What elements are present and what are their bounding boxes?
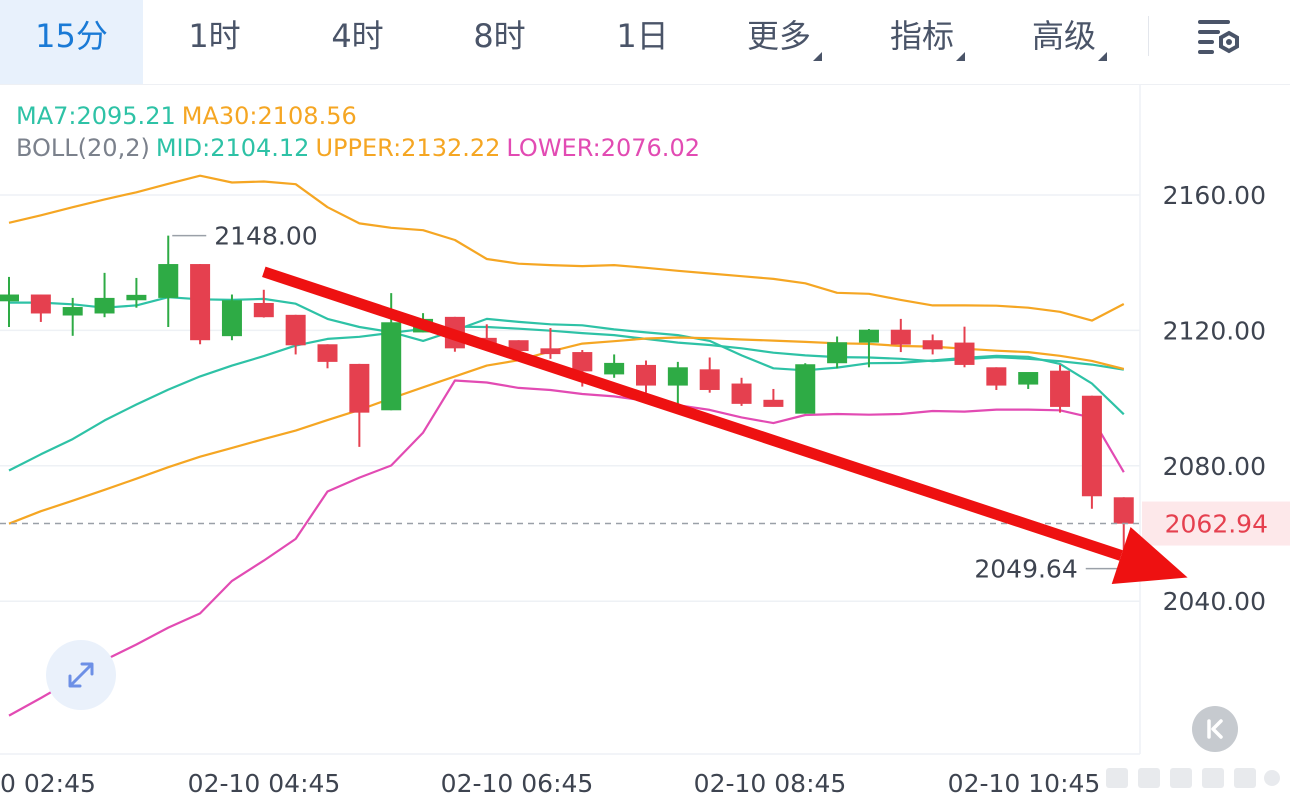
- candle-body: [285, 314, 306, 346]
- candle-body: [699, 369, 720, 390]
- expand-arrows-icon: [68, 662, 94, 688]
- candle-body: [190, 264, 211, 341]
- dropdown-caret-icon: [813, 52, 822, 61]
- x-tick-label: 02-10 04:45: [188, 769, 341, 798]
- legend-boll-mid: MID:2104.12: [155, 134, 310, 162]
- candle-body: [731, 383, 752, 404]
- y-tick-label: 2120.00: [1163, 316, 1266, 345]
- current-price-tag: [1142, 501, 1290, 546]
- x-tick-label: 02-10 06:45: [441, 769, 594, 798]
- series-line-upper: [8, 174, 1125, 322]
- candle-body: [0, 294, 19, 302]
- tab-label: 1时: [188, 17, 241, 55]
- tab-3[interactable]: 8时: [428, 0, 571, 84]
- trend-arrow-head: [1111, 527, 1188, 584]
- y-tick-label: 2080.00: [1163, 452, 1266, 481]
- candle-body: [572, 352, 593, 372]
- candle-body: [158, 264, 179, 298]
- candle-body: [317, 344, 338, 362]
- x-tick-label: 0 02:45: [0, 769, 96, 798]
- candle-body: [1018, 372, 1039, 385]
- boll-legend: BOLL(20,2) MID:2104.12 UPPER:2132.22 LOWER:…: [16, 134, 706, 162]
- candle-body: [62, 307, 83, 316]
- legend-boll-upper: UPPER:2132.22: [315, 134, 501, 162]
- tab-2[interactable]: 4时: [286, 0, 429, 84]
- x-tick-label: 02-10 10:45: [948, 769, 1101, 798]
- candle-body: [922, 340, 943, 350]
- scroll-to-latest-button[interactable]: [1192, 706, 1238, 752]
- current-price-label: 2062.94: [1165, 510, 1268, 539]
- candle-body: [126, 294, 147, 301]
- dropdown-caret-icon: [956, 52, 965, 61]
- candle-body: [858, 329, 879, 343]
- legend-boll: BOLL(20,2): [16, 134, 150, 162]
- candle-body: [253, 302, 274, 318]
- timeframe-tab-bar: 15分 1时 4时 8时 1日 更多 指标 高级: [0, 0, 1290, 85]
- candle-body: [604, 362, 625, 375]
- candle-body: [667, 367, 688, 386]
- tab-7[interactable]: 高级: [998, 0, 1141, 84]
- candle-body: [30, 294, 51, 314]
- candlestick-chart[interactable]: 2160.00 2120.00 2080.00 2040.00 0 02:45 02-10…: [0, 84, 1290, 803]
- low-price-label: 2049.64: [974, 555, 1077, 584]
- tab-label: 4时: [331, 17, 384, 55]
- candle-body: [1113, 497, 1134, 524]
- candle-body: [381, 322, 402, 411]
- tab-label: 8时: [473, 17, 526, 55]
- scroll-to-latest-icon: [1207, 719, 1223, 739]
- tab-label: 1日: [616, 17, 669, 55]
- tab-5[interactable]: 更多: [713, 0, 856, 84]
- candle-body: [795, 364, 816, 414]
- watermark-decoration: [1098, 762, 1284, 792]
- candle-body: [508, 340, 529, 352]
- x-tick-label: 02-10 08:45: [694, 769, 847, 798]
- ma-legend: MA7:2095.21 MA30:2108.56: [16, 102, 363, 130]
- candle-body: [890, 329, 911, 345]
- dropdown-caret-icon: [1098, 52, 1107, 61]
- candle-body: [540, 348, 561, 355]
- candle-body: [827, 342, 848, 364]
- candle-body: [221, 300, 242, 337]
- legend-ma7: MA7:2095.21: [16, 102, 176, 130]
- trend-arrow-shaft: [262, 266, 1123, 561]
- fullscreen-button[interactable]: [46, 640, 116, 710]
- chart-settings-icon[interactable]: [1190, 10, 1246, 62]
- tab-label: 更多: [746, 17, 811, 55]
- candle-body: [349, 363, 370, 413]
- candle-body: [954, 342, 975, 365]
- candle-body: [986, 367, 1007, 386]
- tab-label: 高级: [1031, 17, 1096, 55]
- candle-body: [636, 364, 656, 386]
- tab-label: 指标: [889, 17, 954, 55]
- candle-body: [1081, 395, 1102, 497]
- high-price-label: 2148.00: [214, 222, 317, 251]
- candle-body: [1050, 370, 1071, 407]
- legend-boll-lower: LOWER:2076.02: [506, 134, 700, 162]
- tab-4[interactable]: 1日: [571, 0, 714, 84]
- tab-1[interactable]: 1时: [143, 0, 286, 84]
- y-tick-label: 2160.00: [1163, 181, 1266, 210]
- legend-ma30: MA30:2108.56: [181, 102, 357, 130]
- series-line-lower: [8, 379, 1125, 717]
- candle-body: [94, 297, 115, 314]
- tab-0[interactable]: 15分: [0, 0, 143, 84]
- tab-label: 15分: [35, 17, 108, 55]
- tab-divider: [1148, 16, 1149, 56]
- candle-body: [763, 399, 784, 407]
- tab-6[interactable]: 指标: [856, 0, 999, 84]
- y-tick-label: 2040.00: [1163, 587, 1266, 616]
